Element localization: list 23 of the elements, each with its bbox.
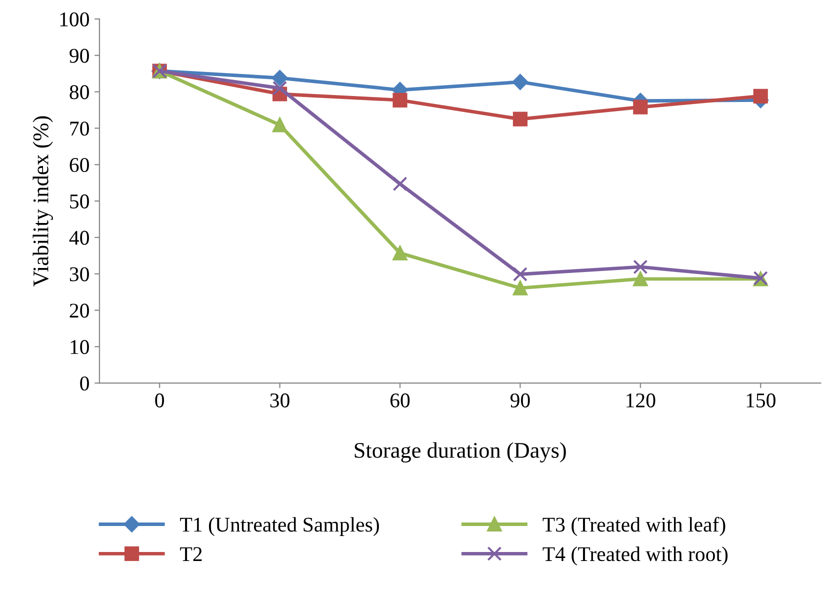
x-tick-label: 60 [390, 393, 410, 408]
legend-label: T1 (Untreated Samples) [180, 517, 379, 536]
x-tick-label: 30 [270, 393, 290, 408]
y-tick-label: 10 [70, 340, 89, 354]
legend-label: T4 (Treated with root) [542, 546, 728, 566]
y-tick-label: 80 [70, 85, 89, 100]
legend-label: T2 [180, 547, 202, 561]
legend-label: T3 (Treated with leaf) [542, 516, 726, 536]
y-tick-label: 40 [69, 230, 89, 245]
y-tick-label: 50 [70, 194, 89, 208]
x-tick-label: 90 [510, 393, 530, 408]
y-tick-label: 100 [60, 12, 89, 26]
x-tick-label: 150 [746, 393, 776, 408]
x-axis-title: Storage duration (Days) [354, 442, 566, 462]
y-tick-label: 70 [70, 122, 89, 136]
y-tick-label: 90 [70, 48, 89, 63]
x-tick-label: 120 [626, 393, 656, 408]
y-tick-label: 20 [70, 304, 89, 318]
y-tick-label: 30 [70, 267, 89, 282]
y-tick-label: 0 [80, 376, 89, 391]
x-tick-label: 0 [155, 393, 164, 408]
y-tick-label: 60 [70, 158, 89, 172]
y-axis-title: Viability index (%) [32, 116, 53, 287]
